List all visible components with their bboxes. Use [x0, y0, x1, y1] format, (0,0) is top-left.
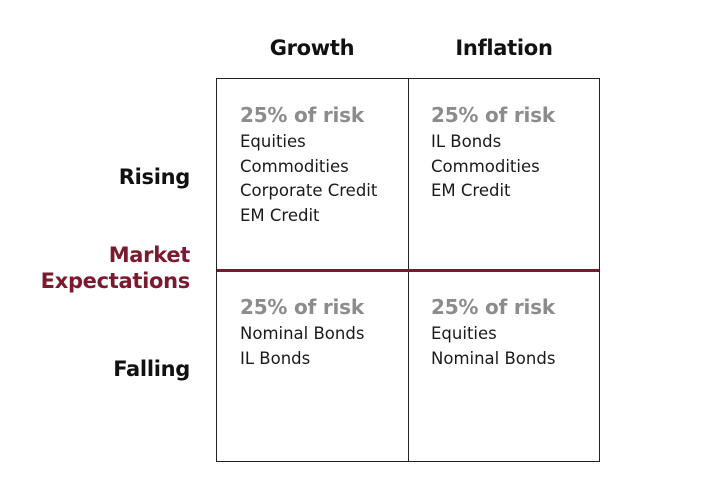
cell-falling-growth: 25% of risk Nominal Bonds IL Bonds	[240, 295, 410, 371]
horizontal-divider	[217, 269, 599, 272]
risk-share-label: 25% of risk	[240, 295, 364, 319]
asset-item: IL Bonds	[431, 132, 502, 151]
asset-item: Nominal Bonds	[240, 324, 365, 343]
column-header-inflation: Inflation	[455, 36, 553, 60]
row-label-falling: Falling	[113, 357, 190, 381]
asset-item: IL Bonds	[240, 348, 311, 368]
asset-item: Corporate Credit	[240, 181, 378, 200]
asset-item: Commodities	[431, 156, 540, 176]
asset-list: IL Bonds Commodities EM Credit	[431, 130, 601, 204]
asset-list: Equities Commodities Corporate Credit EM…	[240, 130, 410, 228]
risk-share-label: 25% of risk	[240, 103, 364, 127]
asset-item: Equities	[240, 132, 306, 151]
asset-item: Commodities	[240, 156, 349, 176]
cell-rising-inflation: 25% of risk IL Bonds Commodities EM Cred…	[431, 103, 601, 204]
cell-rising-growth: 25% of risk Equities Commodities Corpora…	[240, 103, 410, 228]
asset-item: EM Credit	[240, 205, 320, 225]
axis-title-line-2: Expectations	[40, 269, 191, 293]
asset-item: Nominal Bonds	[431, 348, 556, 368]
asset-item: Equities	[431, 324, 497, 343]
risk-share-label: 25% of risk	[431, 103, 555, 127]
asset-item: EM Credit	[431, 181, 511, 200]
risk-share-label: 25% of risk	[431, 295, 555, 319]
row-label-rising: Rising	[118, 165, 191, 189]
axis-title-line-1: Market	[108, 243, 191, 267]
asset-list: Nominal Bonds IL Bonds	[240, 322, 410, 371]
asset-list: Equities Nominal Bonds	[431, 322, 601, 371]
axis-title-market-expectations: Market Expectations	[40, 242, 191, 294]
risk-allocation-grid: 25% of risk Equities Commodities Corpora…	[216, 78, 600, 462]
column-header-growth: Growth	[269, 36, 355, 60]
cell-falling-inflation: 25% of risk Equities Nominal Bonds	[431, 295, 601, 371]
